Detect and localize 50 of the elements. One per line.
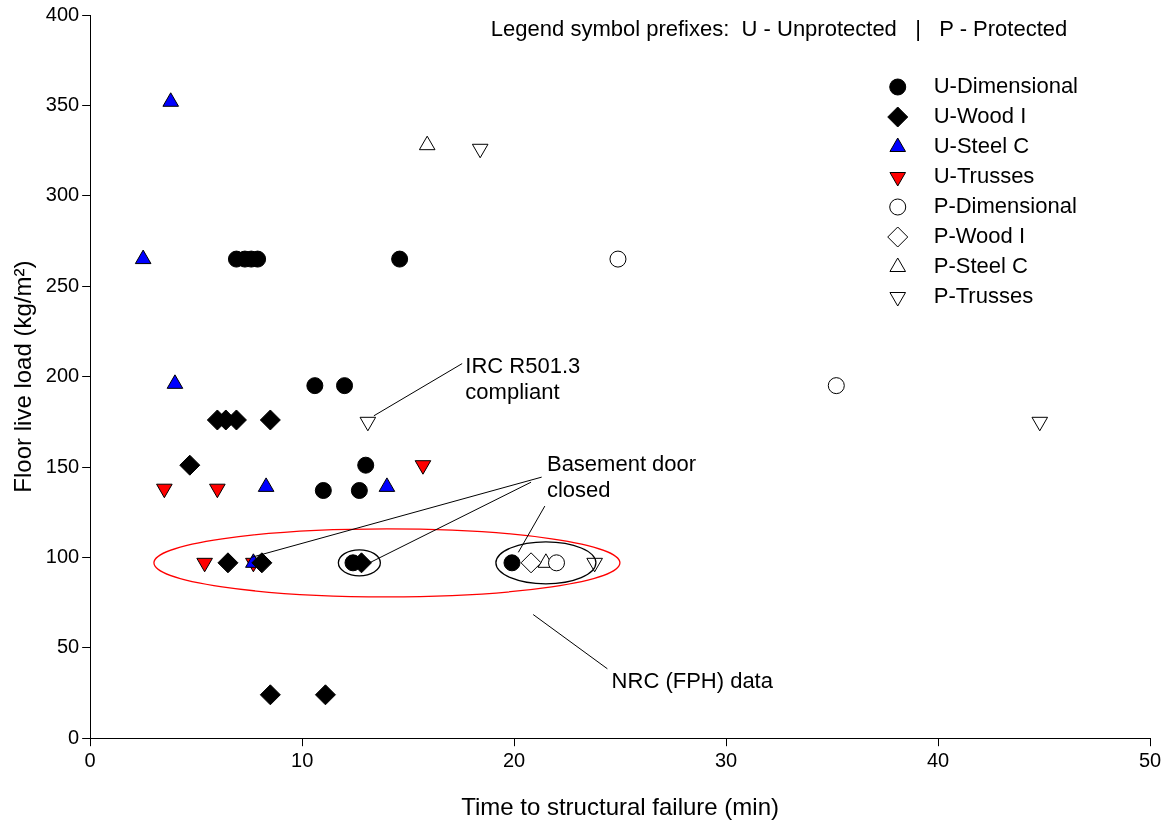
point xyxy=(503,554,521,572)
point xyxy=(520,552,542,574)
y-tick-label: 350 xyxy=(45,92,80,115)
y-tick-label: 0 xyxy=(68,725,80,748)
point xyxy=(251,552,273,574)
point xyxy=(314,482,332,499)
x-tick-label: 30 xyxy=(714,748,738,771)
point xyxy=(357,456,375,474)
y-tick-label: 300 xyxy=(45,183,80,206)
point xyxy=(259,409,281,431)
point xyxy=(196,557,213,573)
point xyxy=(548,554,565,572)
point xyxy=(350,482,368,499)
point xyxy=(418,135,436,151)
legend-label: U-Steel C xyxy=(933,133,1030,159)
x-tick-label: 40 xyxy=(926,748,950,771)
point xyxy=(162,92,180,107)
point xyxy=(134,249,152,265)
legend-label: U-Dimensional xyxy=(933,73,1079,99)
legend-label: P-Dimensional xyxy=(933,193,1077,219)
annotation: Basement door closed xyxy=(546,451,697,503)
legend-label: P-Wood I xyxy=(933,223,1026,249)
point xyxy=(336,377,354,395)
point xyxy=(609,250,627,268)
point xyxy=(259,684,281,706)
x-tick-label: 50 xyxy=(1138,748,1162,771)
point xyxy=(314,684,336,706)
x-tick-label: 10 xyxy=(291,748,314,771)
point xyxy=(827,377,845,395)
point xyxy=(306,377,324,395)
annotation: Legend symbol prefixes: U - Unprotected | P - Protected xyxy=(490,15,1068,41)
legend-label: P-Steel C xyxy=(933,253,1028,279)
y-tick-label: 50 xyxy=(56,635,80,658)
y-tick-label: 250 xyxy=(45,273,80,296)
y-axis-title: Floor live load (kg/m²) xyxy=(9,260,37,493)
legend-label: P-Trusses xyxy=(933,283,1034,309)
legend-label: U-Trusses xyxy=(933,163,1035,189)
y-tick-label: 150 xyxy=(45,454,80,477)
x-tick-label: 20 xyxy=(502,748,526,771)
legend-label: U-Wood I xyxy=(933,103,1027,129)
y-tick-label: 100 xyxy=(45,544,80,567)
annotation: IRC R501.3 compliant xyxy=(465,353,581,405)
point xyxy=(217,552,239,574)
x-tick-label: 0 xyxy=(84,748,96,771)
point xyxy=(391,250,409,268)
x-axis-title: Time to structural failure (min) xyxy=(461,793,780,821)
annotation: NRC (FPH) data xyxy=(611,668,774,693)
point xyxy=(179,454,201,476)
y-tick-label: 400 xyxy=(45,2,80,25)
y-tick-label: 200 xyxy=(45,364,80,387)
